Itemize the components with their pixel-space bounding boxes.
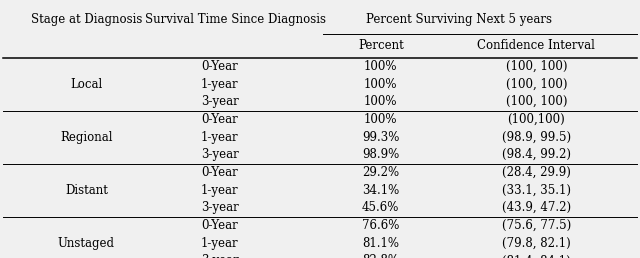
Text: 99.3%: 99.3% [362,131,399,143]
Text: 0-Year: 0-Year [201,60,238,73]
Text: Distant: Distant [65,184,108,197]
Text: Unstaged: Unstaged [58,237,115,249]
Text: 100%: 100% [364,60,397,73]
Text: 100%: 100% [364,95,397,108]
Text: 1-year: 1-year [201,237,238,249]
Text: 0-Year: 0-Year [201,166,238,179]
Text: Regional: Regional [60,131,113,143]
Text: (100, 100): (100, 100) [506,60,567,73]
Text: 0-Year: 0-Year [201,219,238,232]
Text: 82.8%: 82.8% [362,254,399,258]
Text: (100,100): (100,100) [508,113,565,126]
Text: (81.4, 84.1): (81.4, 84.1) [502,254,571,258]
Text: (33.1, 35.1): (33.1, 35.1) [502,184,571,197]
Text: 45.6%: 45.6% [362,201,399,214]
Text: 100%: 100% [364,113,397,126]
Text: Percent Surviving Next 5 years: Percent Surviving Next 5 years [365,13,552,26]
Text: (43.9, 47.2): (43.9, 47.2) [502,201,571,214]
Text: 34.1%: 34.1% [362,184,399,197]
Text: 1-year: 1-year [201,131,238,143]
Text: (100, 100): (100, 100) [506,95,567,108]
Text: 1-year: 1-year [201,78,238,91]
Text: 1-year: 1-year [201,184,238,197]
Text: 0-Year: 0-Year [201,113,238,126]
Text: Confidence Interval: Confidence Interval [477,39,595,52]
Text: 76.6%: 76.6% [362,219,399,232]
Text: (100, 100): (100, 100) [506,78,567,91]
Text: 29.2%: 29.2% [362,166,399,179]
Text: 3-year: 3-year [201,148,238,161]
Text: (75.6, 77.5): (75.6, 77.5) [502,219,571,232]
Text: 100%: 100% [364,78,397,91]
Text: 3-year: 3-year [201,201,238,214]
Text: 3-year: 3-year [201,95,238,108]
Text: Stage at Diagnosis: Stage at Diagnosis [31,13,142,26]
Text: (79.8, 82.1): (79.8, 82.1) [502,237,571,249]
Text: 81.1%: 81.1% [362,237,399,249]
Text: Local: Local [70,78,102,91]
Text: (98.4, 99.2): (98.4, 99.2) [502,148,571,161]
Text: 3-year: 3-year [201,254,238,258]
Text: (98.9, 99.5): (98.9, 99.5) [502,131,571,143]
Text: (28.4, 29.9): (28.4, 29.9) [502,166,571,179]
Text: Survival Time Since Diagnosis: Survival Time Since Diagnosis [145,13,326,26]
Text: Percent: Percent [358,39,404,52]
Text: 98.9%: 98.9% [362,148,399,161]
